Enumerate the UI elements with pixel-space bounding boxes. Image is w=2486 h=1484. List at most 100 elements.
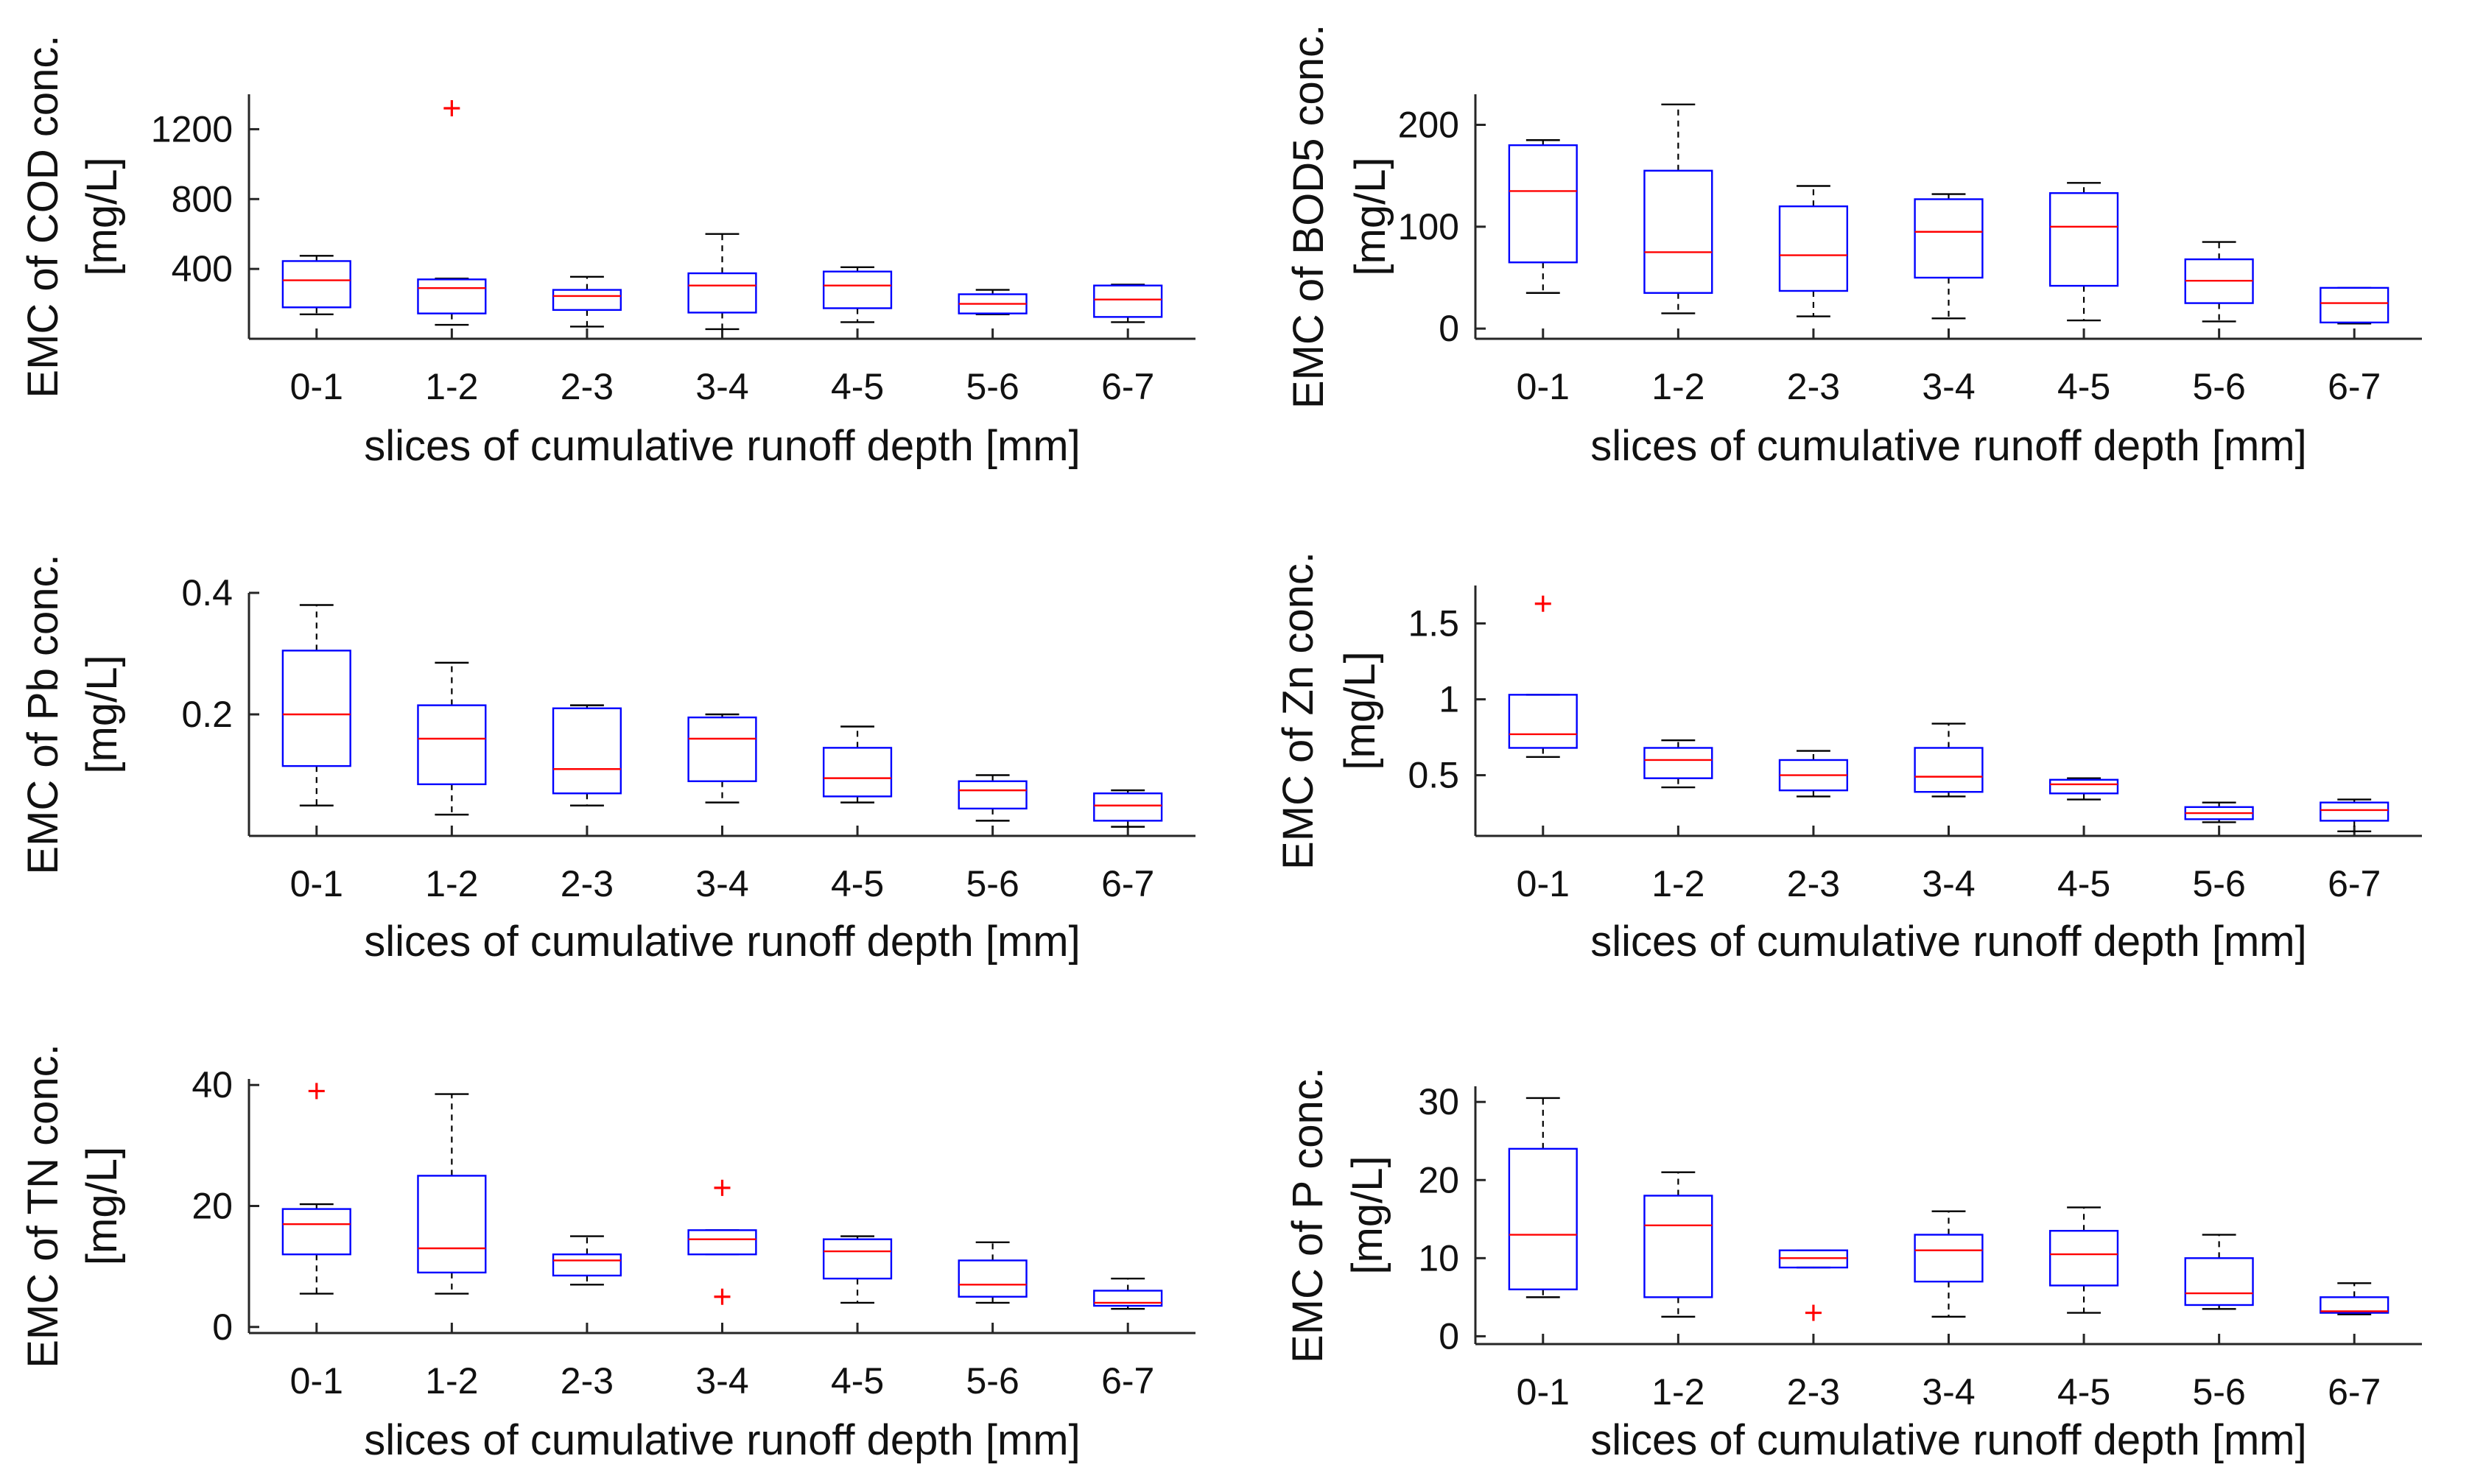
iqr-box [417, 704, 487, 786]
y-tick-label: 0 [212, 1307, 233, 1348]
box-5-6 [2184, 801, 2254, 823]
x-tick-label: 4-5 [831, 1360, 884, 1402]
iqr-box [281, 1208, 351, 1256]
iqr-box [822, 270, 893, 309]
y-tick-label: 30 [1418, 1081, 1459, 1122]
box-6-7 [2320, 798, 2390, 833]
iqr-box [281, 650, 351, 767]
panel-zn: 0.5 1 1.5 0-1 1-2 2-3 3-4 4-5 5-6 6-7 slices of cu… [1274, 552, 2422, 966]
y-tick-label: 40 [192, 1064, 233, 1105]
box-1-2 [1643, 103, 1713, 314]
x-tick-label: 2-3 [1787, 1371, 1840, 1413]
x-tick-label: 4-5 [831, 366, 884, 407]
iqr-box [1643, 169, 1713, 294]
y-axis-label: EMC of Zn conc. [1274, 552, 1322, 870]
iqr-box [687, 716, 757, 782]
x-tick-label: 1-2 [1651, 863, 1704, 904]
box-1-2 [1643, 1171, 1713, 1318]
panel-bod5: 0 100 200 0-1 1-2 2-3 3-4 4-5 5-6 6-7 slices of cu… [1285, 24, 2422, 470]
y-tick-label: 0 [1439, 1315, 1459, 1357]
iqr-box [1093, 284, 1163, 318]
y-tick-label: 400 [172, 248, 233, 289]
x-tick-label: 0-1 [290, 1360, 343, 1402]
box-2-3 [552, 704, 622, 806]
iqr-box [1093, 1290, 1163, 1307]
x-tick-label: 3-4 [1922, 863, 1975, 904]
y-axis-label: EMC of BOD5 conc. [1285, 24, 1332, 409]
x-tick-label: 6-7 [1101, 366, 1154, 407]
box-2-3 [1778, 750, 1849, 798]
box-5-6 [958, 1241, 1028, 1304]
box-5-6 [2184, 241, 2254, 323]
x-tick-label: 4-5 [2057, 1371, 2110, 1413]
x-tick-label: 0-1 [1517, 366, 1570, 407]
y-axis-label: EMC of COD conc. [19, 35, 67, 398]
x-tick-label: 3-4 [695, 1360, 748, 1402]
iqr-box [1778, 205, 1849, 292]
y-tick-label: 20 [192, 1186, 233, 1227]
box-0-1 [281, 255, 351, 315]
x-tick-label: 6-7 [1101, 863, 1154, 904]
y-axis-unit-label: [mg/L] [1344, 1156, 1391, 1274]
box-3-4 [687, 713, 757, 803]
panel-tn: 0 20 40 0-1 1-2 2-3 3-4 4-5 5-6 6-7 slices of cumu… [19, 1044, 1195, 1464]
x-tick-label: 2-3 [1787, 863, 1840, 904]
y-tick-label: 1 [1439, 679, 1459, 720]
box-0-1 [281, 1083, 351, 1295]
iqr-box [1093, 792, 1163, 822]
x-tick-label: 2-3 [561, 1360, 614, 1402]
x-tick-label: 3-4 [695, 863, 748, 904]
y-tick-label: 20 [1418, 1159, 1459, 1200]
x-tick-label: 0-1 [290, 863, 343, 904]
box-2-3 [552, 275, 622, 328]
y-tick-label: 0 [1439, 308, 1459, 349]
x-axis-label: slices of cumulative runoff depth [mm] [1590, 1416, 2306, 1464]
x-tick-label: 0-1 [290, 366, 343, 407]
iqr-box [2048, 778, 2119, 795]
iqr-box [822, 1238, 893, 1280]
box-4-5 [2048, 777, 2119, 801]
y-tick-label: 0.2 [181, 694, 233, 735]
box-3-4 [1914, 1210, 1984, 1318]
x-tick-label: 3-4 [1922, 1371, 1975, 1413]
box-3-4 [1914, 193, 1984, 320]
box-6-7 [1093, 284, 1163, 323]
box-1-2 [1643, 739, 1713, 789]
panel-p: 0 10 20 30 0-1 1-2 2-3 3-4 4-5 5-6 6-7 slices of cu… [1284, 1067, 2422, 1464]
x-tick-label: 1-2 [425, 366, 478, 407]
iqr-box [958, 1259, 1028, 1298]
x-tick-label: 5-6 [2193, 366, 2246, 407]
x-tick-label: 2-3 [1787, 366, 1840, 407]
iqr-box [958, 780, 1028, 810]
box-2-3 [1778, 185, 1849, 317]
x-axis-label: slices of cumulative runoff depth [mm] [364, 918, 1080, 966]
x-tick-label: 5-6 [966, 366, 1019, 407]
iqr-box [687, 272, 757, 314]
x-tick-label: 5-6 [966, 863, 1019, 904]
x-tick-label: 5-6 [966, 1360, 1019, 1402]
x-tick-label: 5-6 [2193, 863, 2246, 904]
iqr-box [552, 707, 622, 795]
y-tick-label: 0.4 [181, 572, 233, 613]
x-tick-label: 4-5 [831, 863, 884, 904]
iqr-box [552, 1253, 622, 1277]
outlier-marker [443, 99, 460, 116]
box-0-1 [1508, 1097, 1578, 1298]
iqr-box [2320, 1296, 2390, 1314]
x-tick-label: 1-2 [1651, 1371, 1704, 1413]
box-2-3 [1778, 1249, 1849, 1321]
box-6-7 [1093, 1277, 1163, 1310]
iqr-box [417, 1175, 487, 1274]
box-4-5 [2048, 182, 2119, 322]
x-tick-label: 2-3 [561, 863, 614, 904]
box-5-6 [958, 774, 1028, 822]
iqr-box [1914, 1234, 1984, 1283]
iqr-box [822, 747, 893, 798]
y-tick-label: 0.5 [1408, 755, 1459, 796]
x-tick-label: 6-7 [2328, 366, 2381, 407]
iqr-box [1508, 694, 1578, 749]
iqr-box [552, 289, 622, 312]
x-tick-label: 3-4 [695, 366, 748, 407]
box-6-7 [2320, 1282, 2390, 1315]
x-tick-label: 6-7 [1101, 1360, 1154, 1402]
